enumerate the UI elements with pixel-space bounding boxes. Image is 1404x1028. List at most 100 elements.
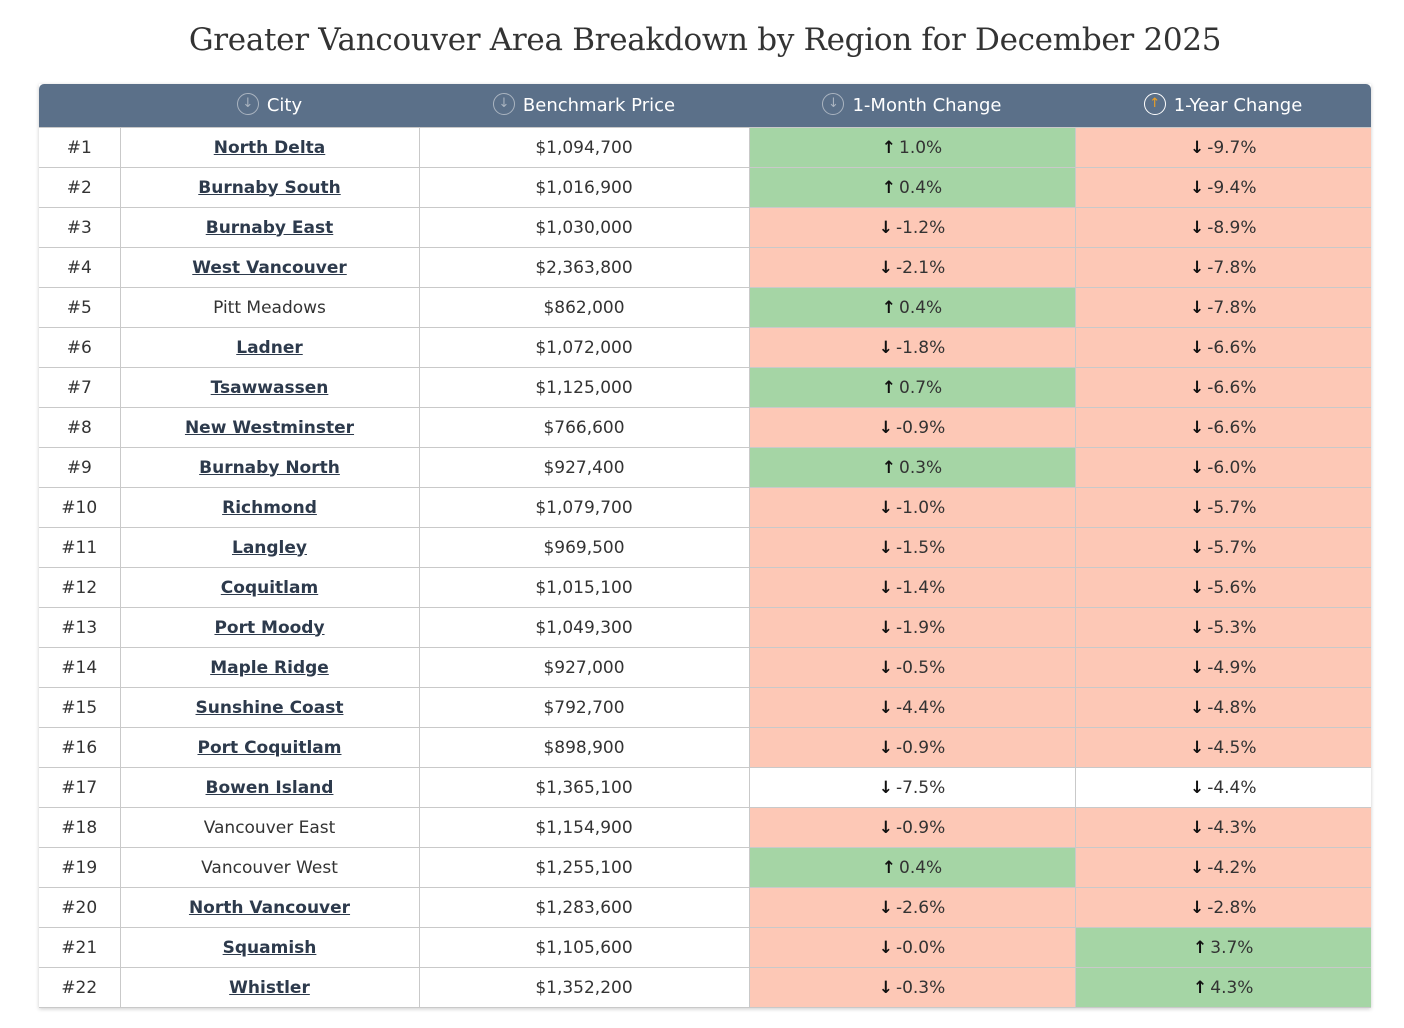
rank-cell: #9 (39, 447, 121, 488)
month-change-cell: ↑ 0.7% (748, 367, 1076, 408)
city-cell: Vancouver East (119, 807, 420, 848)
price-cell: $1,094,700 (418, 127, 750, 168)
arrow-down-icon: ↓ (1189, 857, 1205, 878)
year-change-cell: ↓ -4.4% (1074, 767, 1371, 808)
year-change-value: -6.0% (1207, 457, 1257, 478)
price-cell: $1,079,700 (418, 487, 750, 528)
year-header-label: 1-Year Change (1173, 94, 1303, 116)
table-row: #14 Maple Ridge $927,000 ↓ -0.5% ↓ -4.9% (39, 647, 1371, 688)
arrow-down-icon: ↓ (878, 417, 893, 438)
year-change-header[interactable]: ↑ 1-Year Change (1075, 84, 1371, 128)
arrow-down-icon: ↓ (1189, 417, 1205, 438)
price-cell: $1,030,000 (418, 207, 750, 248)
city-link[interactable]: North Vancouver (188, 897, 351, 918)
city-link[interactable]: Burnaby North (199, 457, 340, 478)
arrow-down-icon: ↓ (1189, 217, 1205, 238)
year-change-value: -5.6% (1207, 577, 1257, 598)
year-change-cell: ↓ -6.6% (1074, 407, 1371, 448)
city-cell: Tsawwassen (119, 367, 420, 408)
sort-down-icon[interactable]: ↓ (236, 92, 259, 115)
city-cell: North Vancouver (119, 887, 420, 928)
arrow-up-icon: ↑ (881, 297, 897, 318)
city-cell: Burnaby North (119, 447, 420, 488)
city-cell: Bowen Island (119, 767, 420, 808)
arrow-down-icon: ↓ (1189, 817, 1205, 838)
rank-cell: #22 (39, 967, 121, 1008)
price-cell: $2,363,800 (418, 247, 750, 288)
city-cell: Sunshine Coast (119, 687, 420, 728)
arrow-down-icon: ↓ (1189, 297, 1205, 318)
rank-cell: #13 (39, 607, 121, 648)
year-change-cell: ↓ -7.8% (1074, 287, 1371, 328)
arrow-up-icon: ↑ (1193, 937, 1208, 958)
price-cell: $969,500 (418, 527, 750, 568)
month-change-header[interactable]: ↓ 1-Month Change (749, 84, 1075, 128)
city-cell: Richmond (119, 487, 420, 528)
city-cell: West Vancouver (119, 247, 420, 288)
table-row: #7 Tsawwassen $1,125,000 ↑ 0.7% ↓ -6.6% (39, 367, 1371, 408)
sort-up-active-icon[interactable]: ↑ (1143, 92, 1166, 115)
city-link[interactable]: Coquitlam (220, 577, 319, 598)
city-link[interactable]: Langley (231, 537, 307, 558)
arrow-down-icon: ↓ (1189, 577, 1205, 598)
price-header[interactable]: ↓ Benchmark Price (419, 84, 749, 128)
table-row: #3 Burnaby East $1,030,000 ↓ -1.2% ↓ -8.9% (39, 207, 1371, 248)
sort-down-icon[interactable]: ↓ (822, 92, 845, 115)
city-link[interactable]: Tsawwassen (210, 377, 329, 398)
arrow-down-icon: ↓ (1189, 537, 1205, 558)
month-change-value: -0.0% (895, 937, 946, 958)
price-cell: $766,600 (418, 407, 750, 448)
year-change-cell: ↓ -6.0% (1074, 447, 1371, 488)
month-change-cell: ↑ 0.3% (748, 447, 1076, 488)
year-change-cell: ↓ -4.2% (1074, 847, 1371, 888)
city-link[interactable]: Maple Ridge (210, 657, 329, 678)
year-change-value: -4.4% (1207, 777, 1257, 798)
city-link[interactable]: Richmond (222, 497, 317, 518)
month-change-value: -1.4% (895, 577, 946, 598)
city-link[interactable]: Ladner (236, 337, 303, 358)
arrow-down-icon: ↓ (878, 617, 893, 638)
table-row: #10 Richmond $1,079,700 ↓ -1.0% ↓ -5.7% (39, 487, 1371, 528)
year-change-cell: ↓ -9.4% (1074, 167, 1371, 208)
city-link[interactable]: Burnaby South (198, 177, 341, 198)
city-link[interactable]: Squamish (222, 937, 317, 958)
arrow-down-icon: ↓ (1189, 617, 1205, 638)
city-link[interactable]: Port Moody (214, 617, 325, 638)
table-row: #21 Squamish $1,105,600 ↓ -0.0% ↑ 3.7% (39, 927, 1371, 968)
arrow-down-icon: ↓ (1189, 137, 1205, 158)
month-change-value: 0.7% (899, 377, 943, 398)
city-header[interactable]: ↓ City (120, 84, 419, 128)
rank-cell: #7 (39, 367, 121, 408)
month-change-value: -0.9% (895, 737, 946, 758)
city-link[interactable]: North Delta (213, 137, 326, 158)
rank-cell: #15 (39, 687, 121, 728)
rank-cell: #18 (39, 807, 121, 848)
city-link[interactable]: Sunshine Coast (195, 697, 344, 718)
price-cell: $898,900 (418, 727, 750, 768)
month-change-cell: ↑ 0.4% (748, 287, 1076, 328)
city-link[interactable]: Whistler (229, 977, 310, 998)
year-change-value: -7.8% (1207, 257, 1257, 278)
city-link[interactable]: Burnaby East (205, 217, 334, 238)
arrow-down-icon: ↓ (878, 657, 893, 678)
year-change-cell: ↓ -5.3% (1074, 607, 1371, 648)
arrow-down-icon: ↓ (878, 257, 893, 278)
year-change-cell: ↓ -6.6% (1074, 327, 1371, 368)
price-cell: $862,000 (418, 287, 750, 328)
year-change-value: -9.7% (1207, 137, 1257, 158)
city-link[interactable]: West Vancouver (192, 257, 347, 278)
rank-cell: #1 (39, 127, 121, 168)
year-change-cell: ↑ 3.7% (1074, 927, 1371, 968)
arrow-down-icon: ↓ (878, 577, 893, 598)
city-cell: Squamish (119, 927, 420, 968)
year-change-value: -6.6% (1207, 337, 1257, 358)
city-link[interactable]: New Westminster (184, 417, 355, 438)
month-change-cell: ↓ -1.9% (748, 607, 1076, 648)
rank-cell: #17 (39, 767, 121, 808)
city-link[interactable]: Bowen Island (205, 777, 334, 798)
city-link[interactable]: Port Coquitlam (197, 737, 342, 758)
year-change-cell: ↓ -7.8% (1074, 247, 1371, 288)
city-cell: Pitt Meadows (119, 287, 420, 328)
sort-down-icon[interactable]: ↓ (492, 92, 515, 115)
price-cell: $1,352,200 (418, 967, 750, 1008)
